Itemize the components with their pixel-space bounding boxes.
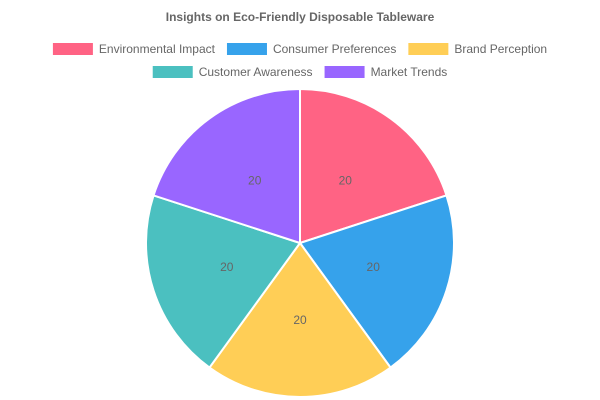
legend-swatch [52, 43, 93, 55]
legend-item-consumer-preferences[interactable]: Consumer Preferences [226, 42, 396, 56]
data-label-customer-awareness: 20 [220, 260, 234, 274]
data-label-market-trends: 20 [248, 174, 262, 188]
legend-label: Consumer Preferences [273, 42, 396, 56]
legend-item-environmental-impact[interactable]: Environmental Impact [52, 42, 216, 56]
legend-label: Customer Awareness [199, 65, 313, 79]
pie-slice-environmental-impact[interactable] [299, 87, 448, 245]
legend-item-market-trends[interactable]: Market Trends [324, 65, 448, 79]
pie-slice-customer-awareness[interactable] [145, 194, 302, 369]
pie-data-labels: 20 20 20 20 20 [220, 174, 380, 327]
legend-swatch [324, 66, 365, 78]
pie-slices [145, 87, 455, 398]
legend-label: Environmental Impact [99, 42, 216, 56]
legend-swatch [226, 43, 267, 55]
data-label-environmental-impact: 20 [339, 174, 353, 188]
legend: Environmental Impact Consumer Preferences… [52, 42, 547, 79]
pie-slice-market-trends[interactable] [152, 87, 301, 245]
legend-item-brand-perception[interactable]: Brand Perception [408, 42, 547, 56]
pie-slice-consumer-preferences[interactable] [298, 194, 455, 369]
data-label-consumer-preferences: 20 [367, 260, 381, 274]
legend-label: Brand Perception [454, 42, 547, 56]
pie-slice-brand-perception[interactable] [208, 241, 392, 398]
legend-swatch [408, 43, 449, 55]
legend-swatch [152, 66, 193, 78]
data-label-brand-perception: 20 [293, 313, 307, 327]
legend-label: Market Trends [371, 65, 448, 79]
chart-title: Insights on Eco-Friendly Disposable Tabl… [166, 10, 435, 24]
legend-item-customer-awareness[interactable]: Customer Awareness [152, 65, 313, 79]
